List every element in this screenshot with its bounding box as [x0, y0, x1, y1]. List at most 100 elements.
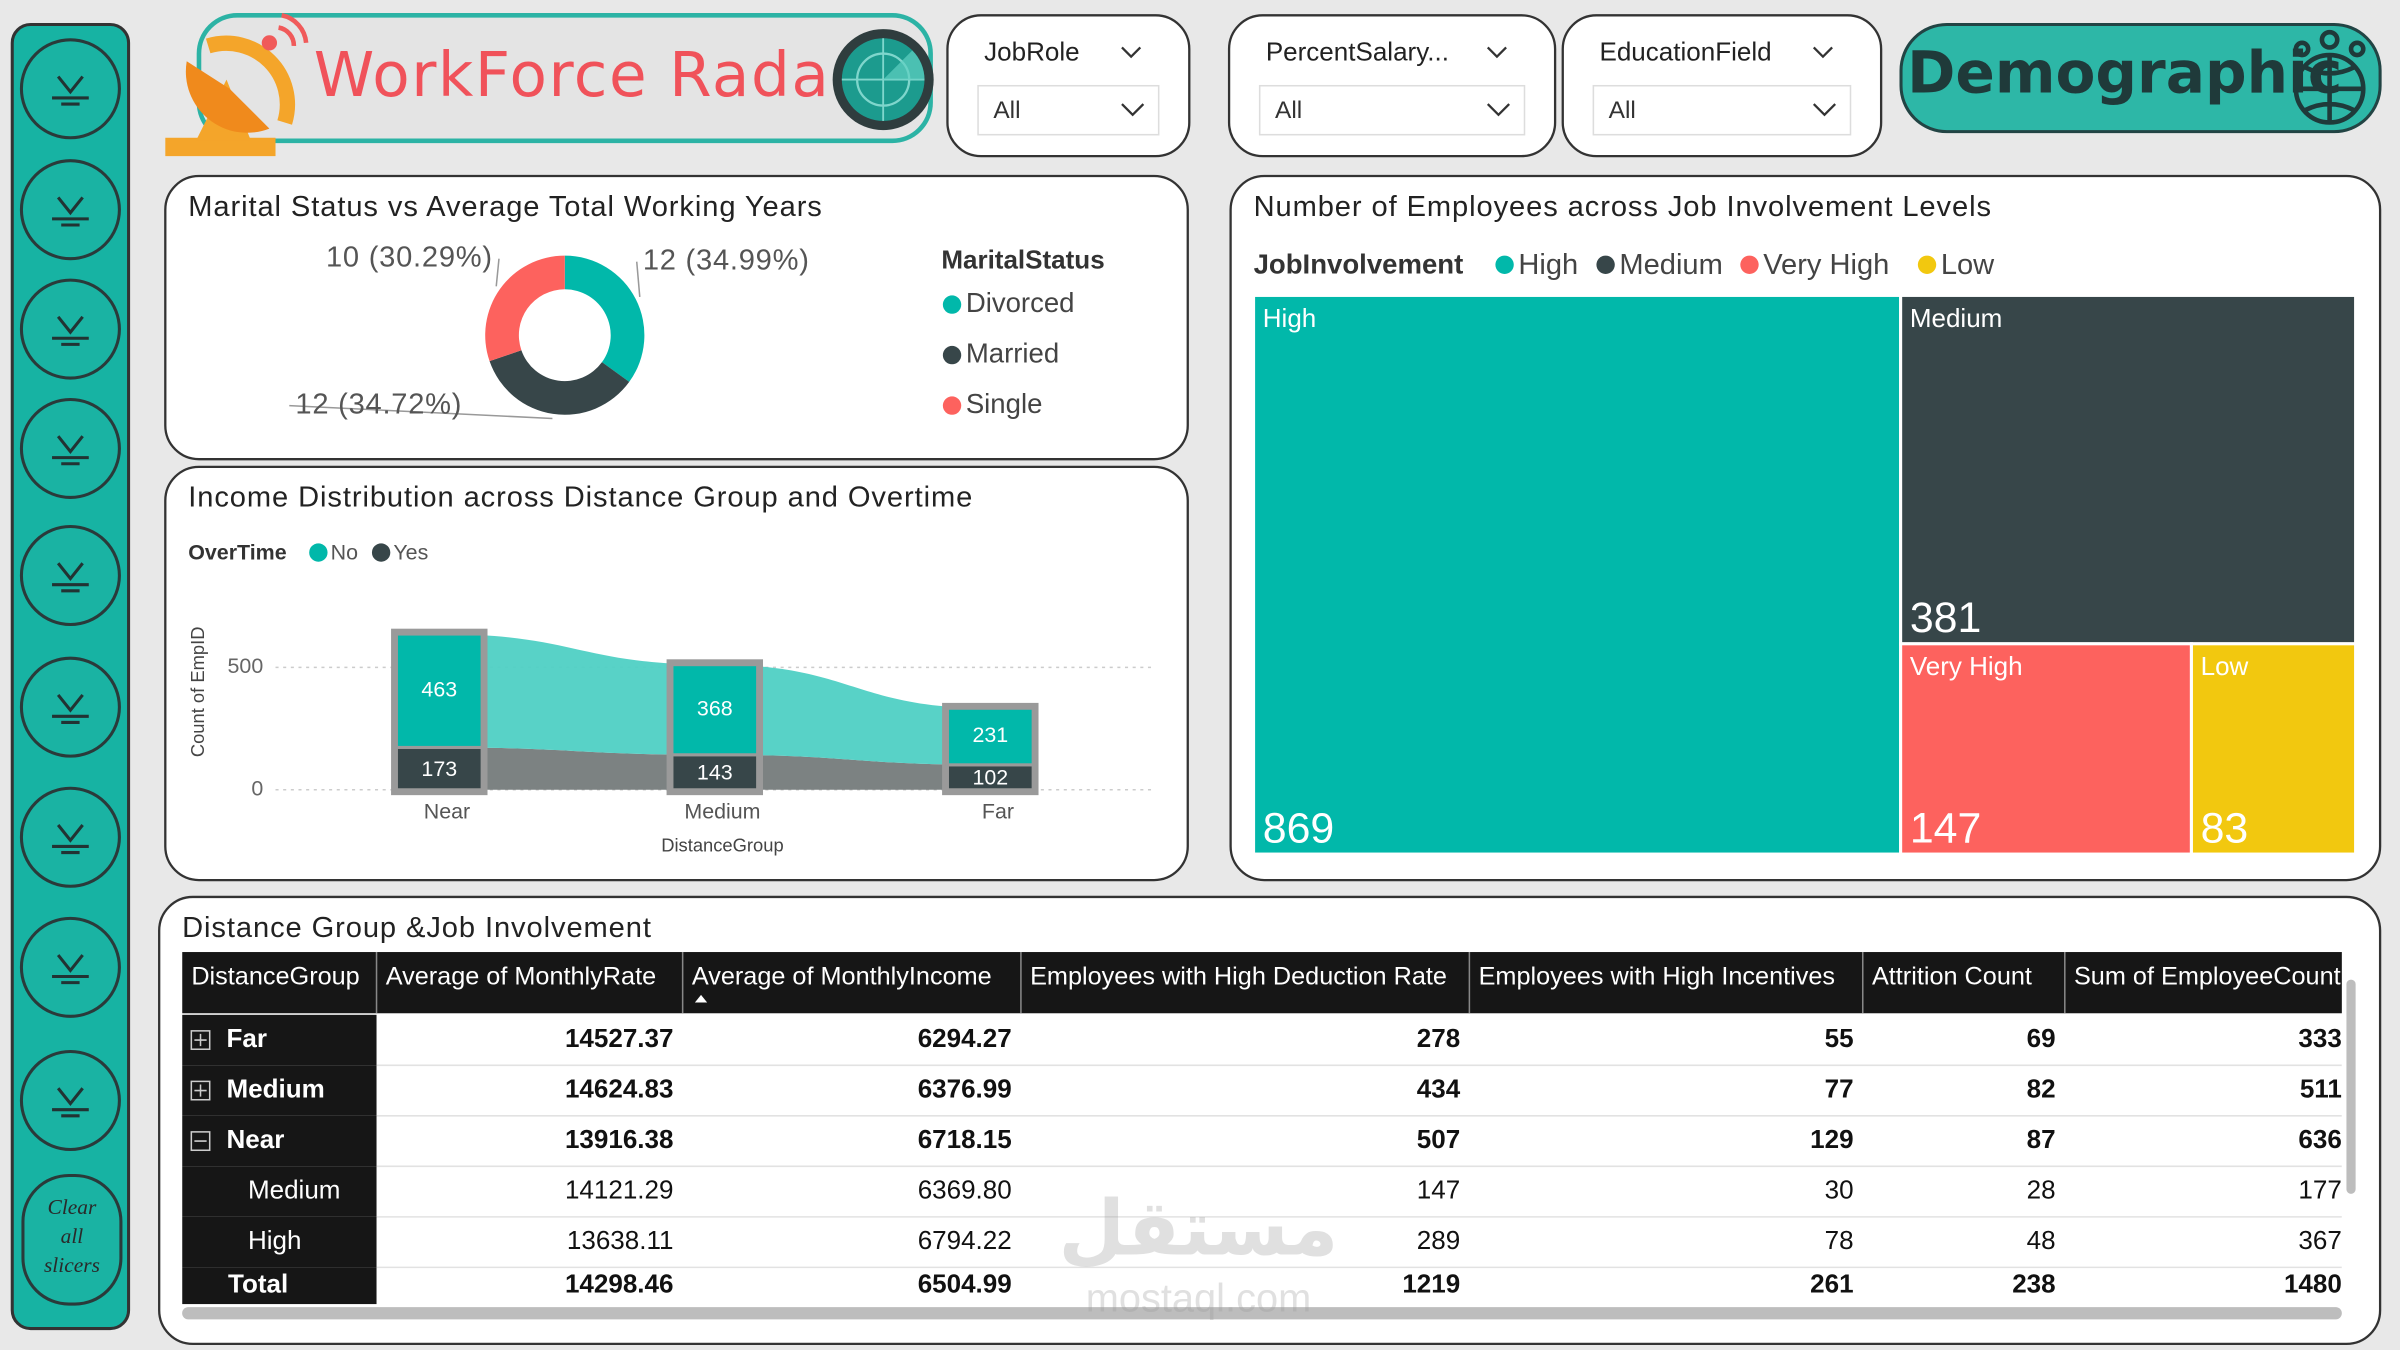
- data-label: 12 (34.72%): [295, 388, 462, 420]
- table-cell: 14624.83: [565, 1073, 674, 1103]
- legend-title: MaritalStatus: [941, 245, 1104, 275]
- table-cell: 367: [2298, 1225, 2341, 1255]
- slicer-label: PercentSalary...: [1266, 36, 1449, 66]
- slicer-chevron: [1812, 46, 1833, 59]
- table-cell: 147: [1417, 1174, 1460, 1204]
- clear-slicers-button[interactable]: [21, 1173, 123, 1306]
- treemap-tile: [1899, 642, 2193, 856]
- nav-button[interactable]: [19, 525, 121, 627]
- radar-icon: [832, 29, 934, 131]
- table-cell: 14527.37: [565, 1023, 674, 1053]
- nav-icon: [52, 693, 89, 724]
- nav-icon: [52, 75, 89, 106]
- nav-icon: [52, 196, 89, 227]
- expand-toggle[interactable]: [190, 1131, 211, 1152]
- bar: [394, 632, 484, 749]
- table-cell: 289: [1417, 1225, 1460, 1255]
- nav-button[interactable]: [19, 916, 121, 1018]
- dropdown-chevron: [1486, 103, 1510, 117]
- y-axis-title: Count of EmpID: [187, 627, 208, 758]
- treemap-tile: [1252, 293, 1903, 856]
- demographic-icon: [2293, 29, 2366, 125]
- table-cell: 1219: [1402, 1269, 1460, 1299]
- donut-panel: [164, 174, 1189, 461]
- y-tick-label: 0: [251, 776, 263, 800]
- data-label: 381: [1910, 594, 1981, 642]
- x-tick-label: Far: [982, 799, 1014, 823]
- table-cell: 28: [2027, 1174, 2056, 1204]
- legend-marker: [1596, 255, 1615, 274]
- table-cell: 77: [1825, 1073, 1854, 1103]
- table-cell: 82: [2027, 1073, 2056, 1103]
- legend-marker: [942, 345, 962, 365]
- table-cell: 87: [2027, 1124, 2056, 1154]
- table-header: [182, 952, 2342, 1014]
- data-label: 102: [972, 765, 1008, 789]
- table-cell: 511: [2300, 1073, 2342, 1103]
- row-label: Medium: [248, 1174, 341, 1204]
- legend-label: Medium: [1619, 249, 1722, 281]
- bar-outline: [666, 659, 764, 796]
- tile-label: Very High: [1910, 651, 2023, 681]
- legend-marker: [1917, 255, 1937, 274]
- expand-glyph: [194, 1084, 207, 1097]
- expand-toggle[interactable]: [190, 1030, 211, 1050]
- legend-marker: [942, 295, 962, 314]
- table-cell: 333: [2298, 1023, 2341, 1053]
- slicer-dropdown[interactable]: [1592, 84, 1852, 136]
- data-label: 368: [697, 696, 733, 720]
- nav-button[interactable]: [19, 397, 121, 499]
- nav-icon: [52, 315, 89, 346]
- table-cell: 1480: [2284, 1269, 2342, 1299]
- table: DistanceGroup Average of MonthlyRate Avera…: [182, 952, 2342, 1305]
- data-label: 143: [697, 760, 733, 784]
- table-title: Distance Group &Job Involvement: [182, 912, 652, 944]
- app-title: WorkForce Radar: [314, 40, 857, 111]
- column-header: Attrition Count: [1872, 963, 2032, 991]
- v-scrollbar[interactable]: [2346, 979, 2356, 1194]
- table-cell: 434: [1417, 1073, 1461, 1103]
- h-scrollbar[interactable]: [182, 1307, 2342, 1320]
- bar: [945, 706, 1035, 767]
- table-cell: 6369.80: [918, 1174, 1012, 1204]
- x-tick-label: Medium: [684, 799, 760, 823]
- nav-icon: [52, 435, 89, 466]
- tile-label: Low: [2201, 651, 2249, 681]
- nav-button[interactable]: [19, 656, 121, 758]
- legend-marker: [371, 543, 391, 562]
- row-header-cell: [182, 1065, 377, 1116]
- data-label: 231: [972, 723, 1008, 747]
- nav-icon: [52, 1087, 89, 1118]
- nav-button[interactable]: [19, 38, 121, 140]
- column-header: Average of MonthlyRate: [386, 963, 656, 991]
- row-label: Near: [227, 1124, 285, 1154]
- chart-title: Income Distribution across Distance Grou…: [188, 482, 973, 514]
- data-label: 869: [1263, 804, 1334, 852]
- legend-label: No: [331, 541, 358, 565]
- nav-button[interactable]: [19, 786, 121, 888]
- table-cell: 78: [1825, 1225, 1854, 1255]
- slicer-value: All: [1609, 97, 1636, 124]
- nav-button[interactable]: [19, 1050, 121, 1152]
- bar-outline: [391, 628, 488, 796]
- data-label: 463: [421, 677, 457, 701]
- nav-button[interactable]: [19, 159, 121, 261]
- row-header-cell: [182, 1014, 377, 1066]
- slicer-dropdown[interactable]: [1258, 84, 1526, 136]
- nav-button[interactable]: [19, 278, 121, 380]
- table-cell: 6376.99: [918, 1073, 1012, 1103]
- watermark: مستقل: [1059, 1185, 1339, 1274]
- data-label: 83: [2201, 804, 2249, 852]
- table-cell: 636: [2298, 1124, 2341, 1154]
- clear-slicers-text[interactable]: Clear all slicers: [43, 1196, 100, 1279]
- clear-slicers-label[interactable]: Clear all slicers: [34, 1194, 111, 1289]
- table-cell: 6718.15: [918, 1124, 1012, 1154]
- data-label: 147: [1910, 804, 1981, 852]
- expand-glyph: [194, 1033, 207, 1047]
- table-cell: 129: [1810, 1124, 1853, 1154]
- nav-icon: [52, 954, 89, 985]
- leader-line: [635, 261, 641, 298]
- expand-toggle[interactable]: [190, 1080, 211, 1101]
